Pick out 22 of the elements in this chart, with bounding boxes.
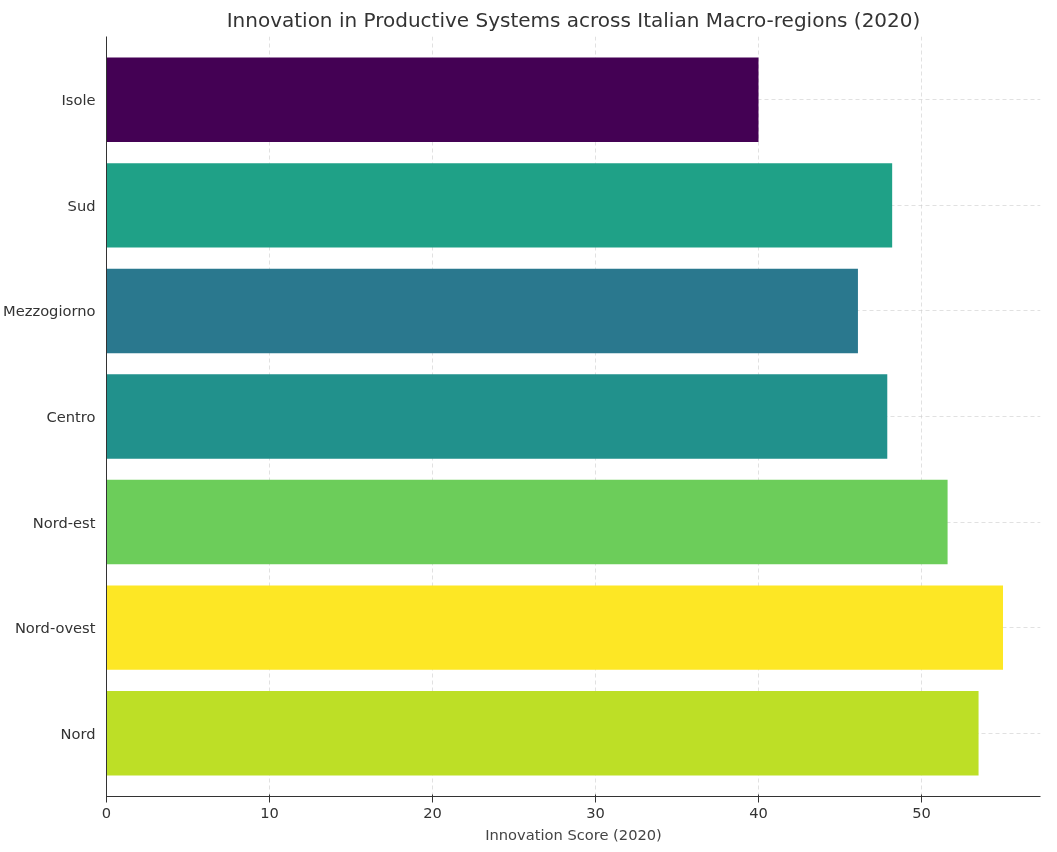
- bar: [106, 479, 948, 565]
- bar: [106, 585, 1004, 670]
- y-tick-label: Isole: [61, 91, 96, 109]
- y-tick-label: Nord: [60, 724, 96, 742]
- chart-title: Innovation in Productive Systems across Italian Macro-regions (2020): [226, 7, 921, 32]
- x-tick-label: 40: [749, 803, 768, 821]
- x-tick-label: 10: [260, 803, 279, 821]
- bar: [106, 268, 858, 354]
- x-tick-label: 0: [101, 803, 112, 821]
- x-tick-label: 50: [912, 803, 931, 821]
- bar: [106, 57, 759, 143]
- y-tick-label: Nord-ovest: [14, 619, 96, 637]
- bar: [106, 374, 888, 459]
- bar: [106, 163, 893, 248]
- bar: [106, 690, 979, 776]
- y-tick-label: Mezzogiorno: [3, 302, 96, 320]
- y-tick-label: Centro: [46, 408, 96, 425]
- x-axis-title: Innovation Score (2020): [485, 825, 662, 843]
- y-tick-label: Sud: [67, 196, 96, 214]
- y-tick-label: Nord-est: [32, 513, 96, 531]
- x-tick-label: 20: [423, 803, 442, 821]
- x-tick-label: 30: [586, 803, 605, 821]
